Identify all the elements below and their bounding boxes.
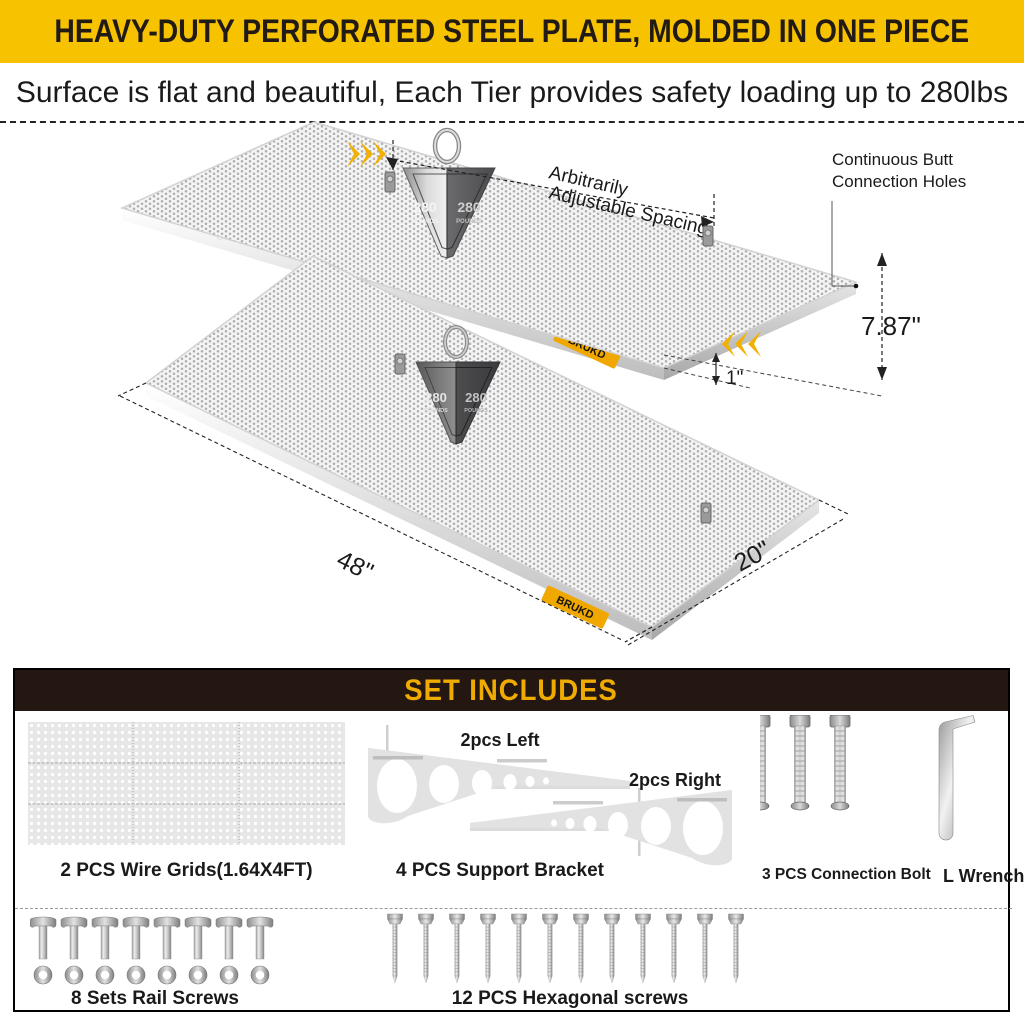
svg-text:280: 280 bbox=[413, 199, 437, 215]
svg-text:Connection Holes: Connection Holes bbox=[832, 172, 966, 191]
svg-text:48": 48" bbox=[332, 545, 377, 586]
svg-text:280: 280 bbox=[457, 199, 481, 215]
svg-text:POUNDS: POUNDS bbox=[424, 408, 448, 414]
svg-text:7.87": 7.87" bbox=[861, 311, 921, 341]
svg-text:280: 280 bbox=[465, 390, 487, 405]
svg-text:POUNDS: POUNDS bbox=[464, 408, 488, 414]
svg-text:1": 1" bbox=[726, 368, 743, 389]
svg-text:280: 280 bbox=[425, 390, 447, 405]
svg-text:POUNDS: POUNDS bbox=[412, 219, 438, 225]
svg-text:Continuous Butt: Continuous Butt bbox=[832, 150, 953, 169]
svg-text:POUNDS: POUNDS bbox=[456, 219, 482, 225]
